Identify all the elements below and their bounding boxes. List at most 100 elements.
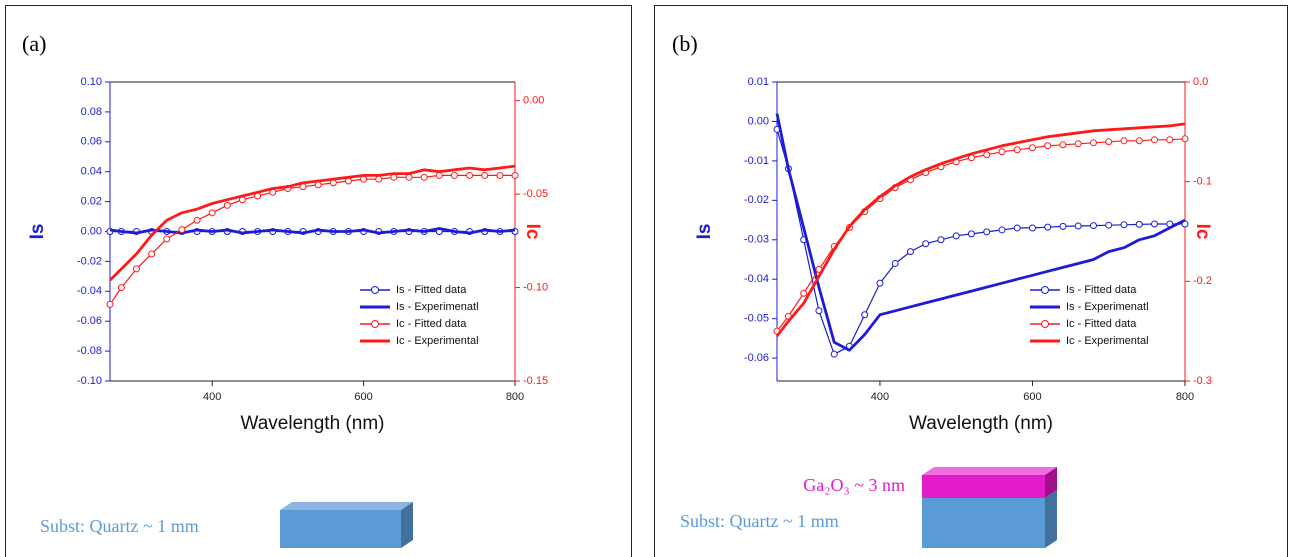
y2-tick-label: -0.10 bbox=[523, 281, 548, 293]
data-point bbox=[163, 235, 171, 243]
y-tick-label: -0.04 bbox=[77, 285, 102, 297]
data-point bbox=[876, 279, 884, 287]
data-point bbox=[117, 284, 125, 292]
y-tick-label: -0.05 bbox=[744, 313, 769, 325]
data-point bbox=[1013, 146, 1021, 154]
data-point bbox=[1044, 223, 1052, 231]
y-axis-label: Is bbox=[27, 224, 48, 240]
x-tick-label: 400 bbox=[203, 391, 221, 403]
data-point bbox=[375, 175, 383, 183]
y-tick-label: -0.02 bbox=[77, 255, 102, 267]
y-axis-label: Is bbox=[694, 224, 715, 240]
data-point bbox=[1120, 221, 1128, 229]
data-point bbox=[830, 350, 838, 358]
substrate-block bbox=[280, 502, 413, 548]
data-point bbox=[314, 181, 322, 189]
data-point bbox=[178, 226, 186, 234]
y-tick-label: 0.06 bbox=[81, 136, 102, 148]
y2-tick-label: 0.0 bbox=[1193, 76, 1208, 88]
data-point bbox=[1150, 220, 1158, 228]
legend-label: Ic - Experimental bbox=[396, 335, 479, 347]
data-point bbox=[106, 300, 114, 308]
data-point bbox=[405, 173, 413, 181]
data-point bbox=[496, 171, 504, 179]
data-point bbox=[1044, 142, 1052, 150]
legend-marker bbox=[371, 286, 379, 294]
data-point bbox=[1120, 137, 1128, 145]
y2-tick-label: -0.1 bbox=[1193, 176, 1212, 188]
data-point bbox=[450, 171, 458, 179]
data-point bbox=[1089, 222, 1097, 230]
data-point bbox=[937, 236, 945, 244]
data-point bbox=[1074, 222, 1082, 230]
data-point bbox=[922, 240, 930, 248]
y2-tick-label: -0.3 bbox=[1193, 375, 1212, 387]
data-point bbox=[983, 151, 991, 159]
layer-label: Ga₂O₃ ~ 3 nm bbox=[803, 475, 905, 495]
data-point bbox=[132, 265, 140, 273]
y2-axis-label: Ic bbox=[1192, 224, 1213, 240]
panel-label: (b) bbox=[672, 31, 698, 56]
y2-tick-label: 0.00 bbox=[523, 95, 544, 107]
x-axis-label: Wavelength (nm) bbox=[241, 413, 385, 434]
data-point bbox=[1135, 220, 1143, 228]
series-line bbox=[775, 122, 1186, 338]
data-point bbox=[193, 216, 201, 224]
y-tick-label: 0.04 bbox=[81, 166, 102, 178]
data-point bbox=[511, 171, 519, 179]
legend-marker bbox=[1041, 286, 1049, 294]
y-tick-label: -0.06 bbox=[744, 352, 769, 364]
legend-label: Is - Fitted data bbox=[1066, 284, 1137, 296]
data-point bbox=[1028, 144, 1036, 152]
legend-label: Is - Experimenatl bbox=[396, 301, 479, 313]
panel-label: (a) bbox=[22, 31, 46, 56]
data-point bbox=[1166, 136, 1174, 144]
data-point bbox=[998, 148, 1006, 156]
data-point bbox=[148, 250, 156, 258]
y-tick-label: 0.00 bbox=[748, 115, 769, 127]
data-point bbox=[435, 171, 443, 179]
x-axis-label: Wavelength (nm) bbox=[909, 413, 1053, 434]
data-point bbox=[1059, 222, 1067, 230]
y-tick-label: -0.04 bbox=[744, 273, 769, 285]
data-point bbox=[1105, 221, 1113, 229]
series-line bbox=[775, 113, 1186, 352]
legend-marker bbox=[1041, 320, 1049, 328]
x-tick-label: 400 bbox=[871, 391, 889, 403]
panel-frame bbox=[5, 5, 632, 557]
y-tick-label: -0.03 bbox=[744, 234, 769, 246]
data-point bbox=[420, 173, 428, 181]
legend-marker bbox=[371, 320, 379, 328]
y-tick-label: -0.02 bbox=[744, 194, 769, 206]
y2-axis-label: Ic bbox=[522, 224, 543, 240]
x-tick-label: 600 bbox=[1023, 391, 1041, 403]
data-point bbox=[481, 171, 489, 179]
data-point bbox=[208, 209, 216, 217]
panel-frame bbox=[654, 5, 1288, 557]
legend-label: Is - Experimenatl bbox=[1066, 301, 1149, 313]
y-tick-label: -0.10 bbox=[77, 375, 102, 387]
data-point bbox=[967, 230, 975, 238]
data-point bbox=[998, 226, 1006, 234]
data-point bbox=[1105, 138, 1113, 146]
data-point bbox=[891, 259, 899, 267]
y-tick-label: 0.10 bbox=[81, 76, 102, 88]
y2-tick-label: -0.05 bbox=[523, 188, 548, 200]
legend-label: Is - Fitted data bbox=[396, 284, 467, 296]
legend-label: Ic - Experimental bbox=[1066, 335, 1149, 347]
data-point bbox=[1028, 224, 1036, 232]
substrate-label: Subst: Quartz ~ 1 mm bbox=[40, 516, 199, 536]
series-line bbox=[109, 227, 516, 235]
data-point bbox=[861, 311, 869, 319]
data-point bbox=[952, 232, 960, 240]
y2-tick-label: -0.2 bbox=[1193, 275, 1212, 287]
data-point bbox=[466, 171, 474, 179]
legend-label: Ic - Fitted data bbox=[396, 318, 467, 330]
data-point bbox=[1074, 140, 1082, 148]
data-point bbox=[983, 228, 991, 236]
data-point bbox=[1181, 135, 1189, 143]
y-tick-label: -0.06 bbox=[77, 315, 102, 327]
y-tick-label: 0.01 bbox=[748, 76, 769, 88]
series-line bbox=[109, 174, 515, 305]
data-point bbox=[800, 289, 808, 297]
